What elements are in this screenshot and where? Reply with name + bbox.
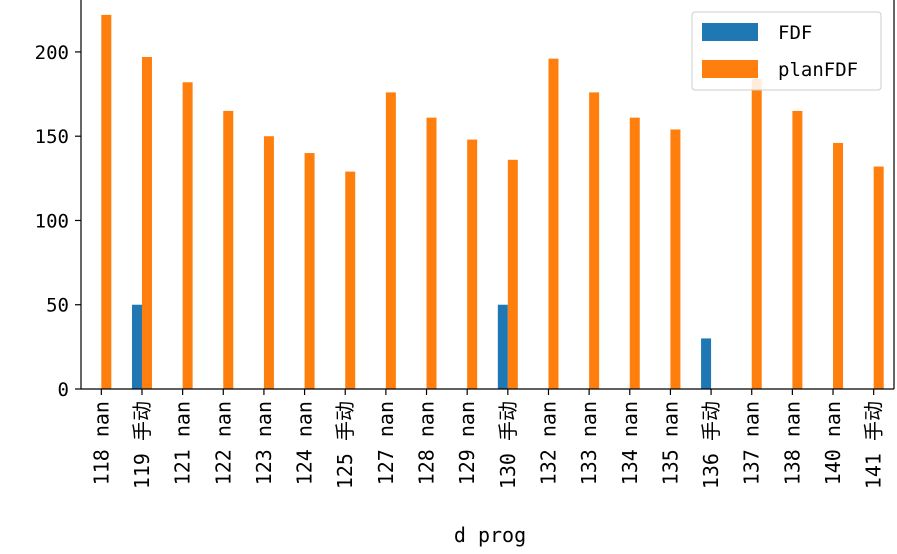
x-tick-label-4: 123 nan — [252, 401, 276, 485]
x-tick-label-15: 136 手动 — [699, 401, 723, 489]
x-tick-label-8: 128 nan — [415, 401, 439, 485]
legend-swatch-planfdf — [702, 60, 758, 78]
bar-planfdf-5 — [304, 153, 315, 389]
bar-fdf-10 — [497, 304, 508, 389]
bar-fdf-15 — [701, 338, 712, 389]
bar-planfdf-12 — [589, 92, 600, 390]
bars-layer — [101, 14, 884, 390]
x-tick-label-2: 121 nan — [171, 401, 195, 485]
y-tick-label-200: 200 — [35, 42, 69, 64]
x-tick-label-19: 141 手动 — [862, 401, 886, 489]
x-tick-label-10: 130 手动 — [496, 401, 520, 489]
x-tick-label-9: 129 nan — [455, 401, 479, 485]
y-tick-label-50: 50 — [46, 295, 69, 317]
y-tick-label-0: 0 — [58, 379, 69, 401]
x-tick-label-14: 135 nan — [658, 401, 682, 485]
bar-planfdf-13 — [629, 117, 640, 389]
x-tick-label-3: 122 nan — [211, 401, 235, 485]
bar-planfdf-9 — [467, 139, 478, 389]
x-tick-label-12: 133 nan — [577, 401, 601, 485]
x-tick-label-5: 124 nan — [293, 401, 317, 485]
bar-planfdf-18 — [833, 142, 844, 389]
bar-planfdf-4 — [263, 136, 274, 389]
legend: FDF planFDF — [691, 11, 882, 91]
x-tick-label-11: 132 nan — [536, 401, 560, 485]
x-tick-label-6: 125 手动 — [333, 401, 357, 489]
bar-planfdf-8 — [426, 117, 437, 389]
y-tick-label-150: 150 — [35, 126, 69, 148]
bar-planfdf-16 — [751, 78, 762, 390]
bar-planfdf-7 — [385, 92, 396, 390]
x-axis-label: d prog — [454, 523, 526, 547]
y-tick-labels: 0 50 100 150 200 — [35, 42, 69, 401]
bar-planfdf-1 — [141, 56, 152, 390]
x-tick-label-13: 134 nan — [618, 401, 642, 485]
legend-swatch-fdf — [702, 23, 758, 41]
bar-planfdf-14 — [670, 129, 681, 389]
legend-label-planfdf: planFDF — [778, 59, 858, 81]
x-tick-label-1: 119 手动 — [130, 401, 154, 489]
bar-planfdf-0 — [101, 14, 112, 389]
bar-planfdf-17 — [792, 110, 803, 390]
x-tick-label-18: 140 nan — [821, 401, 845, 485]
legend-label-fdf: FDF — [778, 22, 812, 44]
bar-planfdf-11 — [548, 58, 559, 389]
bar-planfdf-19 — [873, 166, 884, 389]
bar-planfdf-3 — [223, 110, 234, 390]
x-tick-labels: 118 nan 119 手动 121 nan 122 nan 123 nan 124 na… — [89, 401, 885, 489]
bar-planfdf-2 — [182, 82, 193, 389]
x-tick-label-7: 127 nan — [374, 401, 398, 485]
bar-planfdf-10 — [507, 159, 518, 389]
x-tick-label-16: 137 nan — [740, 401, 764, 485]
y-tick-label-100: 100 — [35, 210, 69, 232]
x-tick-label-17: 138 nan — [780, 401, 804, 485]
bar-planfdf-6 — [345, 171, 356, 389]
x-tick-label-0: 118 nan — [89, 401, 113, 485]
axes-layer — [75, 0, 895, 395]
bar-fdf-1 — [131, 304, 142, 389]
